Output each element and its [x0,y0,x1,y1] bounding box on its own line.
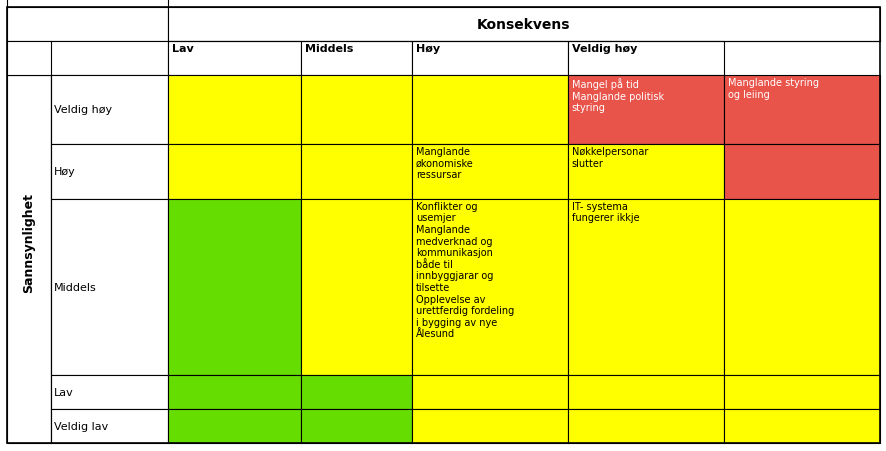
Text: Middels: Middels [54,282,97,292]
Text: Høy: Høy [416,44,439,54]
Bar [300,409,412,443]
Text: Manglande
økonomiske
ressursar: Manglande økonomiske ressursar [416,147,473,180]
Bar [167,375,300,409]
Text: Konsekvens: Konsekvens [477,18,570,32]
Bar [723,375,879,409]
Text: Høy: Høy [54,167,76,177]
Bar [567,42,723,76]
Bar [300,144,412,199]
Text: Veldig høy: Veldig høy [54,105,113,115]
Bar [412,76,567,144]
Bar [167,42,300,76]
Bar [723,76,879,144]
Text: Lav: Lav [171,44,193,54]
Text: Sannsynlighet: Sannsynlighet [22,193,35,292]
Bar [412,375,567,409]
Bar [7,42,51,443]
Bar [567,199,723,375]
Bar [167,409,300,443]
Bar [567,144,723,199]
Bar [51,409,167,443]
Text: Konflikter og
usemjer
Manglande
medverknad og
kommunikasjon
både til
innbyggjara: Konflikter og usemjer Manglande medverkn… [416,201,514,339]
Text: Manglande styring
og leiing: Manglande styring og leiing [727,78,818,100]
Bar [567,375,723,409]
Bar [567,409,723,443]
Bar [167,199,300,375]
Bar [723,199,879,375]
Bar [412,42,567,76]
Bar [300,199,412,375]
Text: Lav: Lav [54,387,74,397]
Bar [300,42,412,76]
Bar [300,375,412,409]
Bar [412,199,567,375]
Text: Mangel på tid
Manglande politisk
styring: Mangel på tid Manglande politisk styring [571,78,663,113]
Text: Nøkkelpersonar
slutter: Nøkkelpersonar slutter [571,147,648,168]
Text: Middels: Middels [304,44,353,54]
Bar [167,76,300,144]
Text: Veldig høy: Veldig høy [571,44,636,54]
Bar [51,375,167,409]
Text: IT- systema
fungerer ikkje: IT- systema fungerer ikkje [571,201,639,223]
Bar [412,409,567,443]
Bar [7,42,167,76]
Bar [167,144,300,199]
Bar [723,409,879,443]
Bar [412,144,567,199]
Bar [723,144,879,199]
Bar [7,8,167,42]
Bar [51,144,167,199]
Bar [51,76,167,144]
Bar [7,0,167,76]
Bar [167,8,879,42]
Bar [567,76,723,144]
Bar [51,199,167,375]
Bar [300,76,412,144]
Text: Veldig lav: Veldig lav [54,421,108,431]
